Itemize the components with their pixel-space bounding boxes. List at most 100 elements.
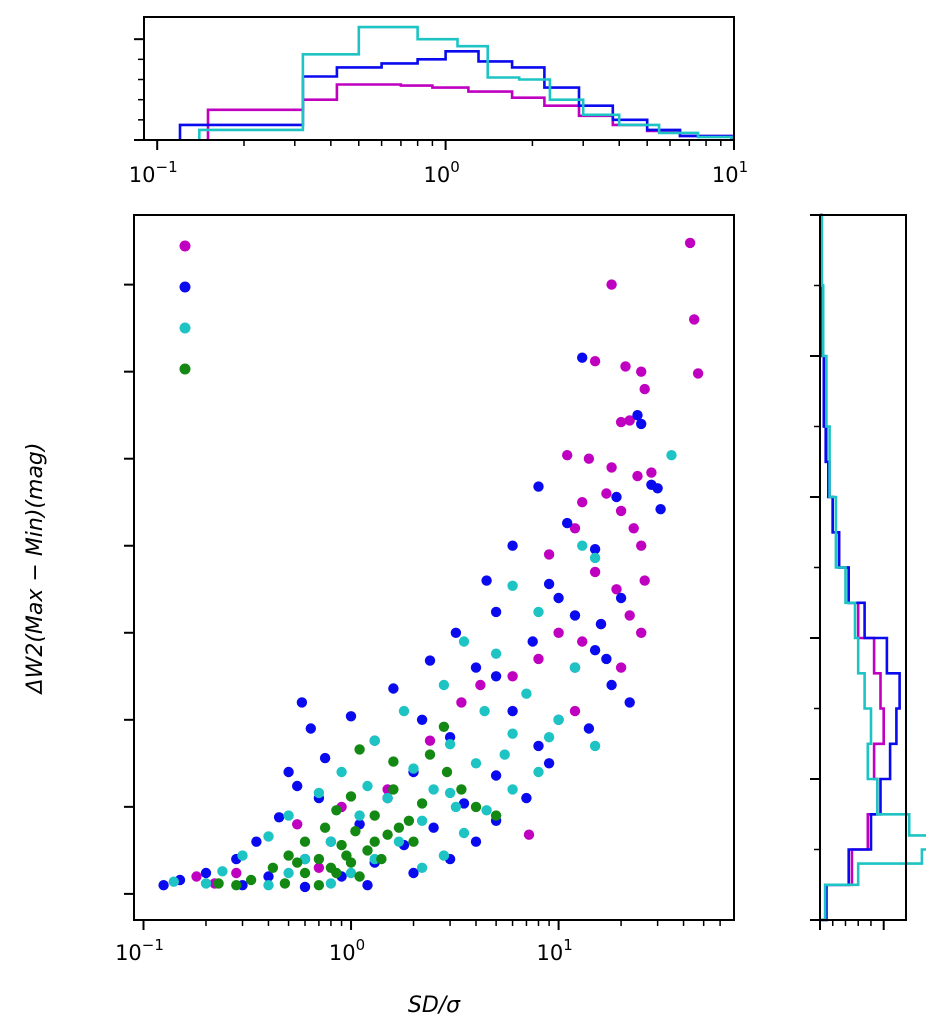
scatter-point [263,871,274,882]
scatter-point [158,880,169,891]
scatter-point [313,787,325,799]
scatter-point [533,653,544,665]
scatter-point [562,450,573,461]
scatter-point [438,850,450,861]
scatter-point [458,636,470,647]
scatter-point [577,636,588,647]
scatter-point [470,801,482,813]
scatter-point [543,732,555,743]
top-histogram: 10−1 100 101 [129,16,748,187]
scatter-point [499,749,510,760]
top-x-tick-label: 101 [712,158,748,187]
scatter-point [615,662,627,673]
scatter-point [684,237,696,249]
x-tick-label-base: 10 [115,941,142,965]
scatter-point [438,679,450,691]
top-hist-frame [143,16,735,141]
x-axis-label: SD/σ [408,993,461,1018]
scatter-point [168,876,179,887]
scatter-point [569,523,581,534]
scatter-point [319,752,331,764]
scatter-point [475,679,486,691]
scatter-point [628,523,639,534]
scatter-point [639,575,650,586]
x-tick-label-exponent: −1 [142,936,164,954]
top-x-tick-label-exponent: 0 [450,158,460,176]
scatter-point [424,749,436,760]
top-x-tick-label-base: 10 [712,163,739,187]
x-tick-label-exponent: 1 [563,936,573,954]
scatter-point [481,805,492,816]
scatter-point [533,481,544,492]
scatter-point [490,770,502,781]
scatter-point [267,862,279,873]
scatter-point [416,862,428,873]
scatter-point [263,831,274,842]
top-x-tick-label-base: 10 [423,163,450,187]
series-class-ii [158,352,666,893]
scatter-point [444,787,456,799]
scatter-point [345,791,357,802]
scatter-point [601,488,612,499]
scatter-point [615,592,627,604]
scatter-point [553,714,564,725]
scatter-point [470,662,482,673]
scatter-point [543,549,555,560]
series-class-iii [168,450,677,891]
legend-marker-class-iii [179,322,191,334]
scatter-point [376,853,387,865]
scatter-point [263,880,274,891]
scatter-point [313,862,325,873]
scatter-point [533,766,544,778]
scatter-point [624,697,635,708]
scatter-point [577,497,588,508]
scatter-point [655,504,666,515]
legend-marker-uncertain [179,363,191,375]
scatter-point [345,711,357,722]
scatter-point [441,766,453,778]
scatter-point [336,766,347,778]
scatter-point [416,714,428,725]
x-tick-label: 10−1 [115,936,164,965]
scatter-point [273,812,285,823]
scatter-point [369,836,380,847]
scatter-point [283,810,294,821]
scatter-point [507,728,518,739]
top-x-tick-label-base: 10 [129,163,156,187]
scatter-point [553,592,564,604]
scatter-point [251,836,262,847]
scatter-point [521,688,532,699]
scatter-point [639,383,650,395]
top-x-tick-label: 100 [423,158,459,187]
scatter-point [636,366,647,377]
scatter-point [523,829,535,840]
scatter-point [408,836,419,847]
scatter-point [620,361,631,372]
scatter-point [470,758,482,769]
scatter-point [490,606,502,618]
scatter-point [553,627,564,638]
scatter-point [577,352,588,363]
scatter-point [569,610,581,621]
scatter-point [354,871,365,882]
scatter-point [458,798,470,809]
scatter-point [533,740,544,752]
scatter-point [345,867,357,879]
scatter-point [325,862,337,873]
legend-marker-class-ii [179,281,191,293]
scatter-point [299,881,311,893]
scatter-point [490,671,502,682]
series-class-i [191,237,704,889]
scatter-point [624,415,635,426]
scatter-point [213,878,224,889]
scatter-point [577,540,588,551]
scatter-point [341,850,352,861]
scatter-point [313,880,325,891]
scatter-point [331,805,342,816]
legend [179,240,191,375]
scatter-point [481,575,492,586]
scatter-point [231,867,242,879]
scatter-point [450,627,462,638]
scatter-point [569,705,581,717]
